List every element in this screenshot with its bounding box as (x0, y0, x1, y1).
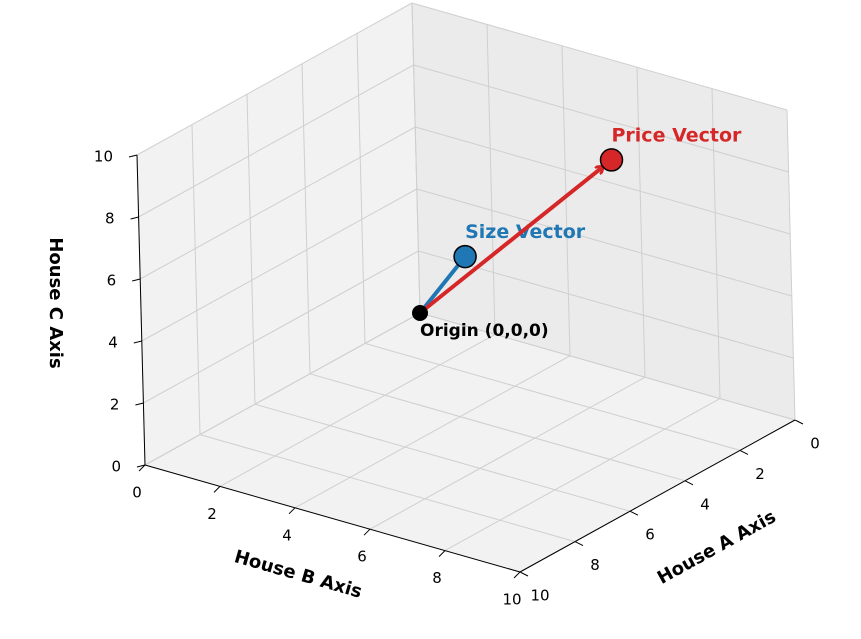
z-axis-line (136, 154, 146, 466)
tick-mark (136, 464, 146, 468)
tick-mark (794, 419, 804, 425)
grid-line (418, 250, 794, 359)
tick-mark (574, 541, 584, 547)
tick-mark (213, 486, 221, 493)
tick-mark (128, 154, 138, 158)
tick-mark (132, 278, 141, 282)
vector-end (453, 244, 477, 269)
grid-line (416, 188, 792, 297)
grid-line (411, 2, 421, 314)
tick-mark (739, 449, 749, 455)
grid-line (786, 109, 796, 421)
x-tick-label: 10 (530, 587, 549, 605)
tick-mark (138, 464, 146, 472)
grid-line (413, 64, 789, 173)
tick-mark (684, 480, 694, 486)
tick-mark (130, 216, 139, 220)
grid-line (711, 88, 721, 399)
grid-line (636, 67, 646, 378)
y-axis-line (144, 464, 521, 573)
z-tick-label: 4 (108, 334, 118, 352)
y-tick-label: 2 (207, 505, 217, 523)
z-tick-label: 8 (105, 210, 115, 228)
grid-line (419, 312, 796, 421)
grid-line (444, 398, 721, 552)
grid-line (369, 376, 646, 530)
grid-line (254, 403, 631, 512)
vector-label: Size Vector (465, 221, 586, 243)
z-tick-label: 2 (110, 396, 120, 414)
x-tick-label: 0 (810, 435, 820, 453)
grid-line (309, 373, 686, 482)
tick-mark (288, 507, 296, 515)
right-pane (412, 3, 795, 420)
grid-line (301, 63, 311, 374)
tick-mark (438, 550, 446, 557)
grid-line (364, 342, 741, 451)
z-tick-label: 0 (111, 458, 121, 476)
grid-line (561, 45, 571, 356)
z-axis-label: House C Axis (45, 237, 66, 368)
grid-line (415, 126, 791, 235)
left-pane (137, 3, 420, 465)
grid-line (411, 2, 788, 111)
grid-line (141, 188, 418, 342)
vector-end (599, 148, 624, 172)
grid-line (138, 64, 414, 218)
tick-mark (135, 402, 144, 406)
x-tick-label: 2 (755, 465, 765, 483)
x-tick-label: 8 (590, 556, 600, 574)
vector-line (418, 255, 467, 315)
z-tick-label: 10 (94, 148, 113, 166)
origin-point (412, 305, 428, 321)
y-tick-label: 10 (502, 591, 521, 609)
tick-mark (513, 571, 521, 579)
y-tick-label: 8 (432, 569, 442, 587)
grid-line (219, 333, 496, 487)
grid-line (486, 24, 496, 335)
vector-line (418, 166, 604, 315)
grid-line (136, 2, 413, 156)
grid-line (356, 33, 366, 344)
grid-line (191, 124, 201, 435)
tick-mark (519, 571, 529, 577)
grid-line (143, 250, 419, 404)
y-axis-label: House B Axis (232, 546, 365, 603)
grid-line (144, 312, 421, 466)
z-tick-label: 6 (107, 272, 117, 290)
origin-label: Origin (0,0,0) (420, 321, 549, 341)
x-tick-label: 4 (700, 495, 710, 513)
x-axis-label: House A Axis (654, 506, 780, 588)
grid-line (246, 94, 256, 405)
y-tick-label: 6 (357, 548, 367, 566)
tick-mark (363, 528, 371, 536)
grid-line (294, 355, 571, 509)
tick-mark (629, 510, 639, 516)
grid-line (139, 126, 416, 280)
floor-pane (145, 313, 795, 572)
x-tick-label: 6 (645, 526, 655, 544)
x-axis-line (519, 419, 796, 573)
y-tick-label: 0 (132, 484, 142, 502)
vector-label: Price Vector (612, 124, 743, 146)
grid-line (199, 434, 576, 543)
y-tick-label: 4 (282, 526, 292, 544)
tick-mark (133, 340, 142, 344)
